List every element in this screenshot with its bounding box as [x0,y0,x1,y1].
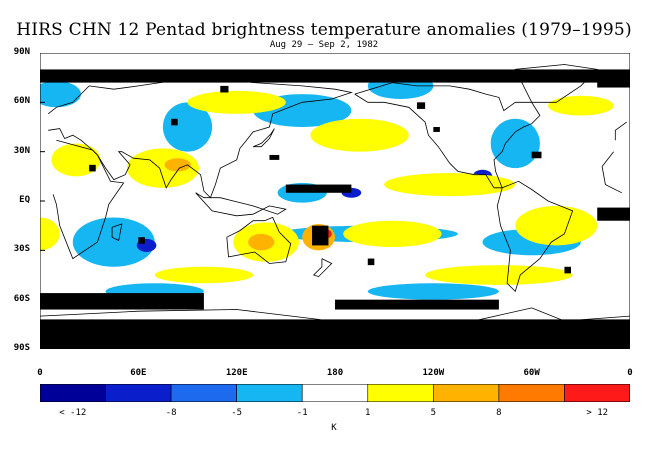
colorbar-tick-label: < -12 [59,408,87,418]
anomaly-lightblue-2 [72,217,155,267]
lon-tick-label: 60W [523,368,540,378]
anomaly-lightblue-4 [162,102,213,152]
colorbar-bin-7 [498,384,565,402]
colorbar-bins [40,384,630,402]
missing-block-0 [40,69,630,83]
colorbar [40,384,630,402]
anomaly-yellow-5 [515,205,598,246]
lon-tick-label: 120W [422,368,445,378]
anomaly-yellow-4 [384,173,516,197]
missing-block-2 [40,293,204,310]
colorbar-unit: K [331,423,337,433]
coastline-new-zealand-0 [312,258,333,278]
missing-block-6 [285,184,352,193]
lat-tick-label: EQ [19,195,30,205]
anomaly-lightblue-9 [367,283,499,300]
figure-subtitle: Aug 29 – Sep 2, 1982 [269,40,379,50]
anomaly-yellow-7 [310,118,409,152]
lon-tick-label: 120E [225,368,248,378]
colorbar-bin-4 [301,384,369,402]
anomaly-orange-2 [164,158,191,172]
colorbar-bin-8 [564,384,630,402]
colorbar-tick-label: -5 [231,408,243,418]
lat-tick-label: 90N [13,47,30,57]
coastlines [40,64,630,330]
anomaly-fields [40,72,614,300]
lat-tick-label: 90S [13,343,30,353]
anomaly-yellow-3 [343,220,442,248]
colorbar-bin-6 [433,384,500,402]
coastline-north-america-0 [354,82,541,189]
colorbar-bin-2 [170,384,237,402]
anomaly-yellow-10 [548,95,614,116]
colorbar-tick-label: 8 [496,408,502,418]
lat-tick-label: 60S [13,293,30,304]
colorbar-bin-0 [40,384,106,402]
anomaly-yellow-0 [126,148,199,188]
colorbar-bin-3 [236,384,303,402]
colorbar-tick-label: 1 [365,408,371,418]
colorbar-tick-label: -8 [165,408,177,418]
lat-tick-label: 60N [13,96,30,107]
missing-block-15 [564,266,571,274]
coastline-madagascar-0 [111,223,123,242]
missing-block-9 [433,127,440,132]
colorbar-bin-1 [105,384,172,402]
anomaly-orange-0 [248,233,275,251]
colorbar-bin-5 [367,384,434,402]
colorbar-tick-label: > 12 [586,408,609,418]
lon-tick-label: 180 [326,368,344,378]
lat-tick-label: 30N [13,145,30,156]
anomaly-yellow-1 [51,143,101,177]
missing-block-7 [171,118,178,126]
missing-block-11 [597,77,630,88]
missing-block-4 [597,207,630,221]
missing-block-13 [138,237,145,244]
missing-block-5 [312,225,329,246]
figure-title: HIRS CHN 12 Pentad brightness temperatur… [16,20,632,40]
coastline-australia-0 [226,216,292,264]
coastline-africa-2 [601,166,622,194]
anomaly-yellow-8 [425,265,573,285]
colorbar-tick-label: 5 [430,408,437,418]
missing-block-3 [335,299,499,310]
coastline-africa-0 [601,151,614,167]
lat-tick-label: 30S [13,244,30,255]
anomaly-yellow-11 [154,266,254,284]
missing-block-14 [367,258,375,266]
missing-block-10 [531,151,542,159]
anomaly-yellow-9 [187,90,286,114]
lon-tick-label: 60E [130,368,147,378]
coastline-indonesia-0 [195,192,287,217]
missing-block-16 [220,85,229,93]
coastline-europe-asia-0 [614,121,627,141]
lon-tick-label: 0 [627,368,633,378]
anomaly-map [40,53,630,349]
coastline-greenland-0 [514,64,599,103]
anomaly-lightblue-6 [490,118,540,169]
coastline-south-america-0 [496,180,574,293]
axis-ticks [40,53,630,349]
colorbar-tick-label: -1 [296,408,308,418]
missing-block-8 [269,154,280,160]
missing-block-12 [89,164,96,172]
anomaly-lightblue-10 [40,80,81,108]
coastline-antarctica-0 [40,307,630,330]
coastline-japan-0 [252,128,275,148]
anomaly-yellow-6 [40,217,60,251]
lon-tick-label: 0 [37,368,43,378]
missing-block-17 [416,102,426,109]
